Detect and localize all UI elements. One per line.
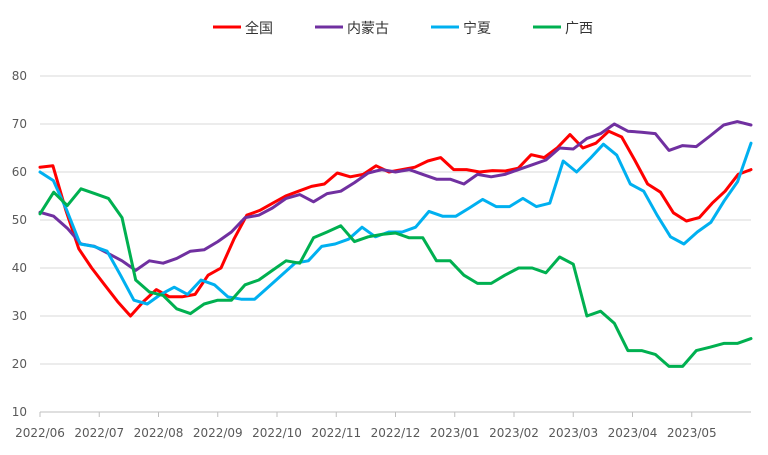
legend-label: 内蒙古	[347, 21, 389, 37]
x-tick-label: 2023/05	[667, 426, 717, 440]
series-lines	[38, 120, 753, 368]
x-tick-label: 2023/04	[608, 426, 658, 440]
series-line	[38, 141, 753, 306]
x-tick-label: 2022/09	[193, 426, 243, 440]
legend: 全国 内蒙古 宁夏 广西	[213, 20, 593, 37]
legend-item: 全国	[213, 20, 273, 37]
x-tick-label: 2022/06	[15, 426, 65, 440]
x-tick-label: 2023/03	[548, 426, 598, 440]
legend-label: 全国	[245, 20, 273, 37]
x-tick-label: 2023/01	[430, 426, 480, 440]
y-tick-label: 20	[12, 357, 27, 371]
legend-item: 内蒙古	[315, 21, 389, 37]
y-tick-label: 30	[12, 309, 27, 323]
x-tick-label: 2022/11	[311, 426, 361, 440]
series-line	[38, 120, 753, 272]
y-tick-label: 80	[12, 69, 27, 83]
x-tick-label: 2022/12	[371, 426, 421, 440]
x-tick-label: 2022/10	[252, 426, 302, 440]
y-tick-label: 10	[12, 405, 27, 419]
legend-item: 广西	[533, 21, 593, 37]
y-tick-label: 70	[12, 117, 27, 131]
legend-item: 宁夏	[431, 20, 491, 37]
x-tick-label: 2022/07	[74, 426, 124, 440]
y-tick-label: 40	[12, 261, 27, 275]
x-tick-label: 2022/08	[134, 426, 184, 440]
axes: 10 20 30 40 50 60 70 80 2022/06 2022/07 2022/08 202…	[12, 69, 751, 440]
legend-label: 广西	[565, 21, 593, 37]
x-tick-label: 2023/02	[489, 426, 539, 440]
y-tick-label: 60	[12, 165, 27, 179]
gridlines	[40, 75, 751, 365]
legend-label: 宁夏	[463, 20, 491, 37]
y-tick-label: 50	[12, 213, 27, 227]
series-line	[38, 187, 753, 368]
